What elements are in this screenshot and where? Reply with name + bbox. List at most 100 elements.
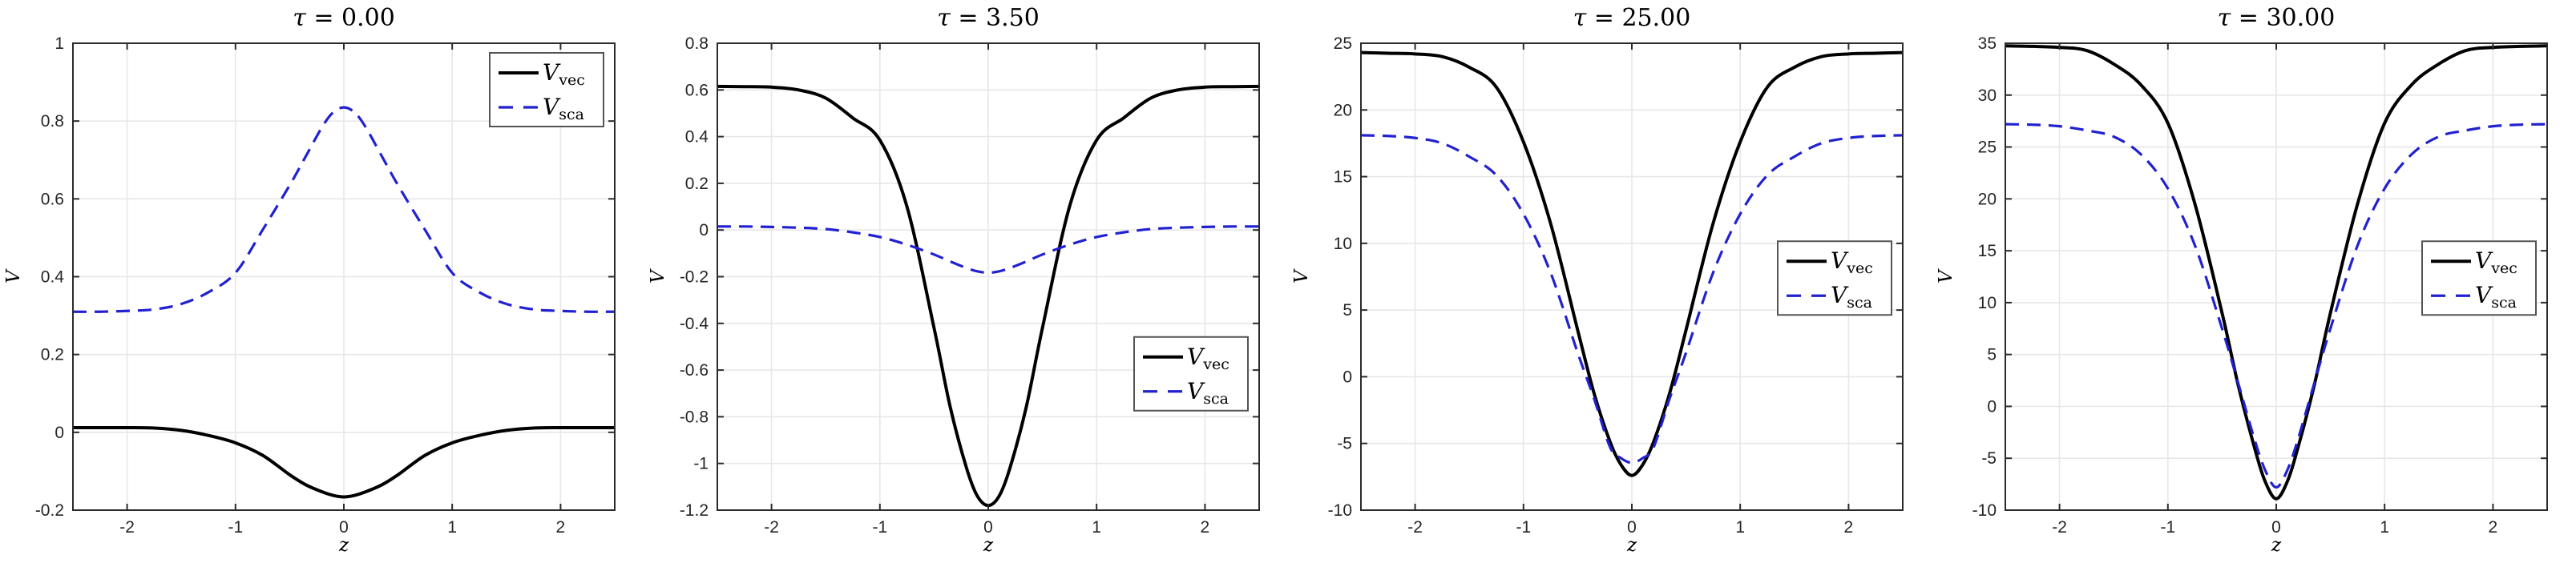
legend-entry-label: Vvec [543, 59, 585, 89]
x-axis-label: z [2271, 535, 2282, 556]
y-tick-label: -1.2 [680, 501, 709, 520]
legend: Vvec Vsca [1777, 240, 1892, 316]
axes-box [72, 42, 616, 511]
plot-svg: -2 -1 0 1 2 -1.2 -1 -0.8 -0.6 -0.4 -0.2 0 0.2 0.4 0.6 0… [648, 4, 1260, 556]
y-tick-label: 0 [1343, 368, 1352, 386]
legend: Vvec Vsca [1133, 336, 1249, 412]
y-tick-label: -5 [1337, 435, 1352, 453]
x-tick-label: -1 [872, 518, 887, 537]
panel-tau-3-50: -2 -1 0 1 2 -1.2 -1 -0.8 -0.6 -0.4 -0.2 0 0.2 0.4 0.6 0… [644, 0, 1288, 563]
x-tick-label: -1 [228, 518, 243, 537]
y-tick-label: -0.2 [680, 268, 709, 287]
legend-entry-label: Vvec [1831, 247, 1873, 277]
y-tick-label: -0.2 [35, 501, 64, 520]
y-tick-label: -0.6 [680, 361, 709, 380]
panel-title: τ = 30.00 [2218, 4, 2336, 32]
y-axis-label: V [648, 268, 668, 284]
x-tick-label: 1 [2380, 518, 2389, 537]
legend: Vvec Vsca [489, 52, 604, 127]
x-tick-label: -2 [2052, 518, 2067, 537]
axes-box [717, 42, 1260, 511]
y-axis-label: V [1936, 268, 1956, 284]
y-tick-label: 15 [1978, 242, 1997, 260]
y-tick-label: -10 [1328, 501, 1352, 520]
legend-entry-label: Vsca [1187, 378, 1229, 408]
y-axis-label: V [3, 268, 24, 284]
y-tick-label: 0.4 [685, 128, 709, 147]
x-tick-label: 0 [1627, 518, 1637, 537]
legend-entry-label: Vsca [543, 94, 584, 123]
x-tick-label: -2 [764, 518, 779, 537]
y-tick-label: 0.2 [685, 175, 709, 193]
y-tick-label: 20 [1978, 190, 1997, 208]
x-tick-label: 0 [2271, 518, 2281, 537]
y-tick-label: 0 [55, 424, 64, 442]
legend-entry-label: Vvec [2475, 247, 2517, 277]
axes-box [1360, 42, 1904, 511]
x-axis-label: z [1626, 535, 1637, 556]
x-tick-label: -1 [1516, 518, 1531, 537]
y-tick-label: 0 [1987, 397, 1997, 416]
legend: Vvec Vsca [2421, 240, 2537, 316]
vvec-curve [2005, 44, 2547, 501]
x-tick-label: 2 [1844, 518, 1854, 537]
axes-box [2005, 42, 2548, 511]
vsca-curve [2005, 123, 2547, 489]
panel-title: τ = 3.50 [937, 4, 1040, 32]
y-tick-label: 15 [1334, 168, 1352, 187]
y-tick-label: 0.2 [41, 346, 64, 364]
y-tick-label: -5 [1981, 449, 1997, 468]
y-tick-label: -1 [693, 455, 709, 473]
y-tick-label: 10 [1978, 294, 1997, 312]
y-tick-label: 5 [1987, 346, 1997, 364]
x-tick-label: 2 [1201, 518, 1210, 537]
x-tick-label: 1 [447, 518, 457, 537]
legend-entry-label: Vvec [1187, 344, 1229, 373]
curves [1361, 50, 1903, 477]
vsca-curve [73, 106, 615, 313]
legend-entry-label: Vsca [2475, 282, 2517, 312]
y-tick-label: 0.6 [41, 190, 64, 208]
y-tick-label: -0.8 [680, 408, 709, 426]
x-tick-label: -2 [119, 518, 135, 537]
y-tick-label: 20 [1334, 101, 1352, 119]
y-tick-label: 25 [1978, 139, 1997, 157]
y-tick-label: 0.8 [685, 34, 709, 53]
panel-title: τ = 0.00 [293, 4, 395, 32]
y-tick-label: -10 [1972, 501, 1997, 520]
vvec-curve [73, 425, 615, 499]
y-axis-label: V [1291, 268, 1312, 284]
x-tick-label: 1 [1735, 518, 1745, 537]
y-tick-label: 0.8 [41, 112, 64, 131]
y-tick-label: 1 [55, 34, 64, 53]
x-axis-label: z [983, 535, 994, 556]
y-tick-label: 5 [1343, 301, 1352, 320]
panel-title: τ = 25.00 [1573, 4, 1691, 32]
grid-lines [717, 43, 1259, 510]
y-tick-label: 30 [1978, 86, 1997, 105]
y-tick-label: 10 [1334, 235, 1352, 253]
vsca-curve [1361, 134, 1903, 464]
x-tick-label: 1 [1092, 518, 1101, 537]
curves [2005, 44, 2547, 501]
vvec-curve [1361, 50, 1903, 477]
x-tick-label: 0 [339, 518, 349, 537]
y-tick-label: 0.6 [685, 81, 709, 99]
tick-labels: -2 -1 0 1 2 -0.2 0 0.2 0.4 0.6 0.8 1 [35, 34, 565, 537]
x-tick-label: -2 [1407, 518, 1423, 537]
x-tick-label: -1 [2160, 518, 2175, 537]
y-tick-label: -0.4 [680, 315, 709, 333]
y-tick-label: 25 [1334, 34, 1352, 53]
x-tick-label: 2 [2489, 518, 2498, 537]
x-tick-label: 2 [556, 518, 566, 537]
plot-svg: -2 -1 0 1 2-0.200.20.40.60.81τ = 0.00VzVvecV… [3, 4, 616, 556]
vsca-curve [717, 225, 1259, 275]
